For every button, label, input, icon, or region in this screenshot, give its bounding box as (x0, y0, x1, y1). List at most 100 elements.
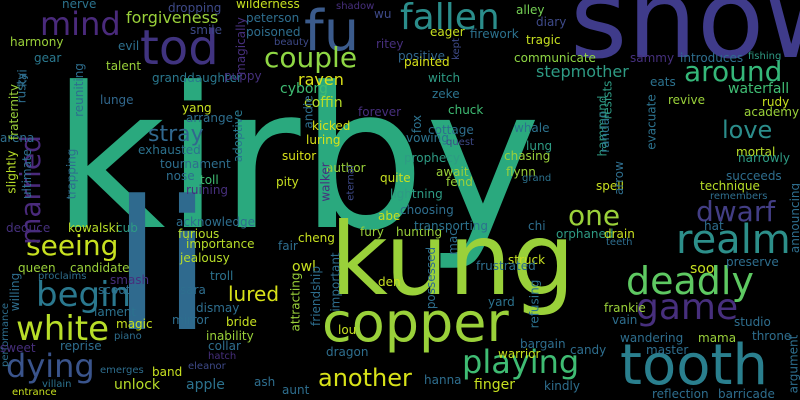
cloud-word: forever (358, 105, 402, 119)
cloud-word: seeing (26, 229, 119, 262)
cloud-word: lung (526, 139, 553, 153)
cloud-word: throne (752, 329, 792, 343)
cloud-word: introduces (680, 51, 744, 65)
cloud-word: inability (206, 329, 254, 343)
cloud-word: preserve (726, 255, 779, 269)
cloud-word: luring (306, 133, 341, 147)
cloud-word: scout (98, 283, 131, 297)
cloud-word: entrance (12, 387, 57, 398)
cloud-word: mirror (172, 313, 209, 327)
cloud-word: kai (15, 69, 30, 87)
cloud-word: studio (734, 315, 771, 329)
cloud-word: academy (744, 105, 800, 119)
cloud-word: nerve (62, 0, 97, 11)
cloud-word: shadow (336, 1, 375, 12)
cloud-word: technique (700, 179, 760, 193)
cloud-word: ritey (376, 37, 404, 51)
cloud-word: nose (166, 169, 195, 183)
cloud-word: grand (522, 173, 552, 184)
cloud-word: toll (200, 173, 219, 187)
cloud-word: tooth (620, 333, 768, 398)
cloud-word: narrowly (738, 151, 790, 165)
cloud-word: communicate (514, 51, 596, 65)
cloud-word: arrange (186, 111, 233, 125)
cloud-word: piano (114, 331, 142, 342)
cloud-word: acknowledge (176, 215, 255, 229)
cloud-word: copper (322, 291, 509, 354)
cloud-word: soo (690, 261, 715, 277)
cloud-word: zeke (432, 87, 460, 101)
cloud-word: another (318, 364, 412, 392)
cloud-word: slightly (4, 150, 19, 194)
cloud-word: ash (254, 375, 276, 389)
cloud-word: cottage (428, 123, 474, 137)
cloud-word: fury (360, 225, 384, 239)
cloud-word: succeeds (726, 169, 782, 183)
cloud-word: struck (508, 253, 546, 267)
cloud-word: talent (106, 59, 142, 73)
cloud-word: bargain (520, 337, 566, 351)
cloud-word: forgiveness (126, 8, 219, 27)
cloud-word: sammy (630, 51, 675, 65)
cloud-word: kindly (544, 379, 580, 393)
cloud-word: choosing (400, 203, 454, 217)
cloud-word: sara (180, 283, 206, 297)
cloud-word: master (646, 343, 689, 357)
cloud-word: eternal (345, 165, 357, 201)
cloud-word: dismay (196, 301, 240, 315)
cloud-word: tragic (526, 33, 561, 47)
cloud-word: argument (786, 334, 800, 394)
cloud-word: queen (18, 261, 56, 275)
cloud-word: reuniting (71, 63, 86, 117)
cloud-word: whale (514, 121, 550, 135)
cloud-word: eager (430, 25, 465, 39)
cloud-word: candidate (70, 261, 130, 275)
cloud-word: li (112, 163, 213, 372)
cloud-word: tod (140, 20, 219, 76)
cloud-word: resists (600, 80, 615, 120)
cloud-word: deadly (626, 259, 754, 303)
cloud-word: white (16, 309, 110, 349)
cloud-word: coffin (304, 95, 343, 111)
cloud-word: lou (338, 323, 357, 337)
cloud-word: hat (704, 219, 724, 233)
cloud-word: candy (570, 343, 607, 357)
cloud-word: chuck (448, 103, 484, 117)
cloud-word: vain (612, 313, 638, 327)
cloud-word: apple (186, 377, 225, 393)
cloud-word: harmony (10, 35, 64, 49)
cloud-word: sweet (0, 341, 36, 355)
cloud-word: jealousy (180, 251, 230, 265)
cloud-word: cub (116, 221, 138, 235)
cloud-word: smash (110, 273, 150, 287)
cloud-word: den (378, 275, 401, 289)
cloud-word: stepmother (536, 62, 629, 81)
cloud-word: walker (318, 162, 333, 202)
cloud-word: begin (36, 275, 132, 315)
cloud-word: finger (474, 377, 515, 393)
cloud-word: proclaims (38, 271, 87, 282)
cloud-word: prophecy (404, 151, 460, 165)
cloud-word: peterson (246, 11, 300, 25)
cloud-word: villain (42, 379, 72, 390)
cloud-word: yard (488, 295, 515, 309)
cloud-word: quite (380, 171, 411, 185)
cloud-word: chasing (504, 149, 551, 163)
cloud-word: performance (0, 302, 12, 368)
cloud-word: evil (118, 39, 140, 53)
cloud-word: deduce (6, 221, 51, 235)
cloud-word: poisoned (246, 25, 301, 39)
cloud-word: quest (446, 137, 474, 148)
cloud-word: transporting (414, 219, 489, 233)
cloud-word: dying (6, 347, 95, 385)
cloud-word: friendship (308, 266, 323, 326)
cloud-word: alley (516, 3, 545, 17)
cloud-word: gear (34, 51, 62, 65)
cloud-word: tournament (160, 157, 231, 171)
cloud-word: andie (301, 95, 316, 129)
cloud-word: waterfall (728, 81, 790, 97)
cloud-word: kowalski (68, 221, 119, 235)
cloud-word: arrow (611, 161, 626, 195)
cloud-word: dragon (326, 345, 369, 359)
